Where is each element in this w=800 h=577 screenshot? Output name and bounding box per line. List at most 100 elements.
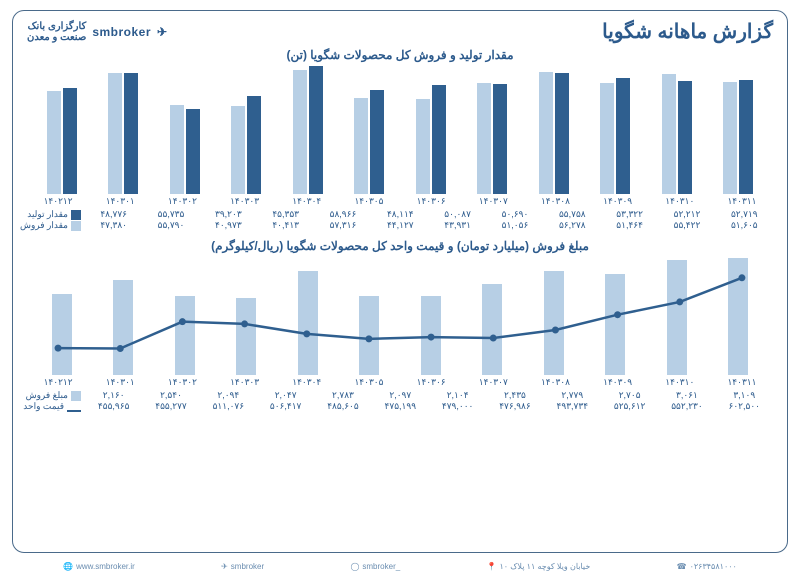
bar-revenue bbox=[298, 271, 318, 375]
data-cell: ۵۵,۷۹۰ bbox=[142, 220, 199, 231]
category-label: ۱۴۰۳۰۹ bbox=[587, 196, 649, 207]
data-cell: ۵۱,۶۰۵ bbox=[716, 220, 773, 231]
bar-production bbox=[370, 90, 384, 194]
data-cell: ۵۵,۴۲۲ bbox=[658, 220, 715, 231]
data-cell: ۳,۰۶۱ bbox=[658, 390, 715, 401]
category-label: ۱۴۰۳۱۰ bbox=[649, 196, 711, 207]
bar-production bbox=[739, 80, 753, 194]
data-cell: ۴۷۵,۱۹۹ bbox=[372, 401, 429, 412]
data-cell: ۵۵,۷۳۵ bbox=[142, 209, 199, 220]
data-cell: ۴۵۵,۲۷۷ bbox=[142, 401, 199, 412]
bar-production bbox=[63, 88, 77, 194]
data-cell: ۲,۴۳۵ bbox=[486, 390, 543, 401]
legend-swatch bbox=[71, 391, 81, 401]
bar-production bbox=[432, 85, 446, 194]
data-cell: ۲,۱۶۰ bbox=[85, 390, 142, 401]
data-cell: ۵۱,۰۵۶ bbox=[486, 220, 543, 231]
category-label: ۱۴۰۳۰۴ bbox=[276, 377, 338, 388]
data-cell: ۲,۰۹۷ bbox=[372, 390, 429, 401]
legend-swatch bbox=[71, 210, 81, 220]
bar-revenue bbox=[544, 271, 564, 375]
category-label: ۱۴۰۳۱۱ bbox=[711, 196, 773, 207]
category-label: ۱۴۰۲۱۲ bbox=[27, 196, 89, 207]
data-cell: ۳۹,۲۰۳ bbox=[200, 209, 257, 220]
category-label: ۱۴۰۳۰۸ bbox=[524, 377, 586, 388]
category-label: ۱۴۰۳۰۳ bbox=[214, 377, 276, 388]
bar-group bbox=[585, 78, 647, 194]
legend-swatch bbox=[67, 410, 81, 412]
bar-group bbox=[339, 90, 401, 194]
bar-production bbox=[616, 78, 630, 194]
footer: 🌐 www.smbroker.ir ✈ smbroker ◯ smbroker_… bbox=[0, 562, 800, 571]
category-label: ۱۴۰۳۰۴ bbox=[276, 196, 338, 207]
data-cell: ۵۵۲,۲۳۰ bbox=[658, 401, 715, 412]
data-cell: ۵۰,۰۸۷ bbox=[429, 209, 486, 220]
bar-group bbox=[462, 83, 524, 194]
chart2: ۱۴۰۲۱۲۱۴۰۳۰۱۱۴۰۳۰۲۱۴۰۳۰۳۱۴۰۳۰۴۱۴۰۳۰۵۱۴۰۳… bbox=[27, 255, 773, 412]
data-cell: ۳,۱۰۹ bbox=[716, 390, 773, 401]
series-label: قیمت واحد bbox=[27, 401, 85, 412]
chart1: ۱۴۰۲۱۲۱۴۰۳۰۱۱۴۰۳۰۲۱۴۰۳۰۳۱۴۰۳۰۴۱۴۰۳۰۵۱۴۰۳… bbox=[27, 64, 773, 231]
data-row: مبلغ فروش۲,۱۶۰۲,۵۴۰۲,۰۹۴۲,۰۴۷۲,۷۸۳۲,۰۹۷۲… bbox=[27, 390, 773, 401]
data-cell: ۵۰۶,۴۱۷ bbox=[257, 401, 314, 412]
category-label: ۱۴۰۳۰۵ bbox=[338, 377, 400, 388]
category-label: ۱۴۰۳۰۶ bbox=[400, 377, 462, 388]
bar-revenue bbox=[421, 296, 441, 375]
bar-revenue bbox=[667, 260, 687, 375]
footer-phone: ☎ ۰۲۶۳۴۵۸۱۰۰۰ bbox=[677, 562, 737, 571]
bar-group bbox=[646, 74, 708, 194]
category-label: ۱۴۰۳۰۸ bbox=[524, 196, 586, 207]
category-label: ۱۴۰۳۰۶ bbox=[400, 196, 462, 207]
data-cell: ۴۳,۹۳۱ bbox=[429, 220, 486, 231]
data-cell: ۴۰,۹۷۳ bbox=[200, 220, 257, 231]
report-title: گزارش ماهانه شگویا bbox=[602, 19, 773, 44]
bar-group bbox=[31, 88, 93, 194]
bar-group bbox=[646, 260, 708, 375]
bar-production bbox=[186, 109, 200, 194]
data-cell: ۲,۵۴۰ bbox=[142, 390, 199, 401]
category-label: ۱۴۰۲۱۲ bbox=[27, 377, 89, 388]
bar-group bbox=[93, 73, 155, 194]
bar-revenue bbox=[359, 296, 379, 375]
bar-group bbox=[400, 85, 462, 194]
telegram-icon: ✈ bbox=[157, 25, 168, 39]
header: کارگزاری بانک صنعت و معدن smbroker ✈ گزا… bbox=[27, 19, 773, 44]
data-cell: ۵۰,۶۹۰ bbox=[486, 209, 543, 220]
bar-group bbox=[154, 105, 216, 194]
category-label: ۱۴۰۳۰۵ bbox=[338, 196, 400, 207]
data-cell: ۲,۱۰۴ bbox=[429, 390, 486, 401]
data-cell: ۵۵,۷۵۸ bbox=[544, 209, 601, 220]
data-cell: ۲,۷۰۵ bbox=[601, 390, 658, 401]
data-cell: ۴۸,۱۱۴ bbox=[372, 209, 429, 220]
bank-logo-text: کارگزاری بانک صنعت و معدن bbox=[27, 21, 86, 43]
footer-address: 📍 خیابان ویلا کوچه ۱۱ پلاک ۱۰ bbox=[486, 562, 590, 571]
data-cell: ۴۸۵,۶۰۵ bbox=[314, 401, 371, 412]
data-cell: ۴۸,۷۷۶ bbox=[85, 209, 142, 220]
data-row: قیمت واحد۴۵۵,۹۶۵۴۵۵,۲۷۷۵۱۱,۰۷۶۵۰۶,۴۱۷۴۸۵… bbox=[27, 401, 773, 412]
broker-logo: کارگزاری بانک صنعت و معدن smbroker ✈ bbox=[27, 21, 168, 43]
bar-revenue bbox=[52, 294, 72, 375]
category-label: ۱۴۰۳۰۳ bbox=[214, 196, 276, 207]
bar-sales bbox=[170, 105, 184, 194]
category-label: ۱۴۰۳۱۰ bbox=[649, 377, 711, 388]
data-cell: ۲,۷۷۹ bbox=[544, 390, 601, 401]
category-label: ۱۴۰۳۰۷ bbox=[462, 377, 524, 388]
data-cell: ۴۷۶,۹۸۶ bbox=[486, 401, 543, 412]
bar-sales bbox=[662, 74, 676, 194]
bar-revenue bbox=[482, 284, 502, 375]
bar-revenue bbox=[175, 296, 195, 375]
chart1-title: مقدار تولید و فروش کل محصولات شگویا (تن) bbox=[27, 48, 773, 62]
data-cell: ۴۴,۱۲۷ bbox=[372, 220, 429, 231]
bar-revenue bbox=[728, 258, 748, 375]
bar-production bbox=[678, 81, 692, 194]
bar-group bbox=[708, 80, 770, 194]
bar-sales bbox=[600, 83, 614, 195]
data-cell: ۲,۰۹۴ bbox=[200, 390, 257, 401]
data-cell: ۴۵۵,۹۶۵ bbox=[85, 401, 142, 412]
bar-group bbox=[216, 298, 278, 375]
data-cell: ۲,۰۴۷ bbox=[257, 390, 314, 401]
bar-production bbox=[493, 84, 507, 194]
bar-group bbox=[93, 280, 155, 375]
data-cell: ۴۰,۴۱۳ bbox=[257, 220, 314, 231]
bar-sales bbox=[477, 83, 491, 194]
